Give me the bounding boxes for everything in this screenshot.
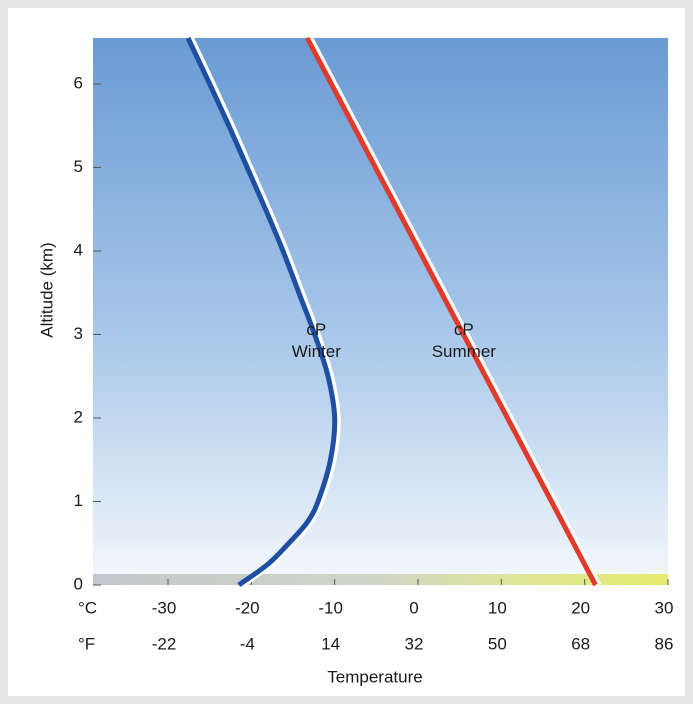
x-tick-label: 20 — [571, 598, 590, 617]
plot-area — [93, 38, 668, 585]
y-tick-label: 3 — [74, 324, 83, 343]
y-tick-label: 0 — [74, 574, 83, 593]
x-tick-label: -20 — [235, 598, 260, 617]
y-tick-label: 1 — [74, 491, 83, 510]
series-label: Winter — [292, 342, 341, 361]
x2-tick-label: 68 — [571, 634, 590, 653]
y-tick-label: 2 — [74, 407, 83, 426]
ground — [93, 574, 668, 585]
x2-tick-label: 14 — [321, 634, 340, 653]
x-unit: °C — [78, 598, 97, 617]
x2-tick-label: 86 — [655, 634, 674, 653]
x2-tick-label: -4 — [240, 634, 255, 653]
x-tick-label: 0 — [409, 598, 418, 617]
series-label: cP — [454, 320, 474, 339]
line-highlight — [307, 36, 602, 587]
x-tick-label: 10 — [488, 598, 507, 617]
y-tick-label: 5 — [74, 157, 83, 176]
series-line — [185, 36, 338, 588]
x2-tick-label: -22 — [152, 634, 177, 653]
y-axis-label: Altitude (km) — [37, 242, 56, 337]
y-tick-label: 6 — [74, 73, 83, 92]
x-tick-label: -10 — [318, 598, 343, 617]
y-tick-label: 4 — [74, 240, 83, 259]
series-line — [304, 36, 598, 587]
x-tick-label: 30 — [655, 598, 674, 617]
x2-tick-label: 50 — [488, 634, 507, 653]
x-tick-label: -30 — [152, 598, 177, 617]
x2-tick-label: 32 — [405, 634, 424, 653]
x-axis-label: Temperature — [327, 667, 422, 686]
series-label: Summer — [432, 342, 497, 361]
series-label: cP — [306, 320, 326, 339]
x2-unit: °F — [78, 634, 95, 653]
